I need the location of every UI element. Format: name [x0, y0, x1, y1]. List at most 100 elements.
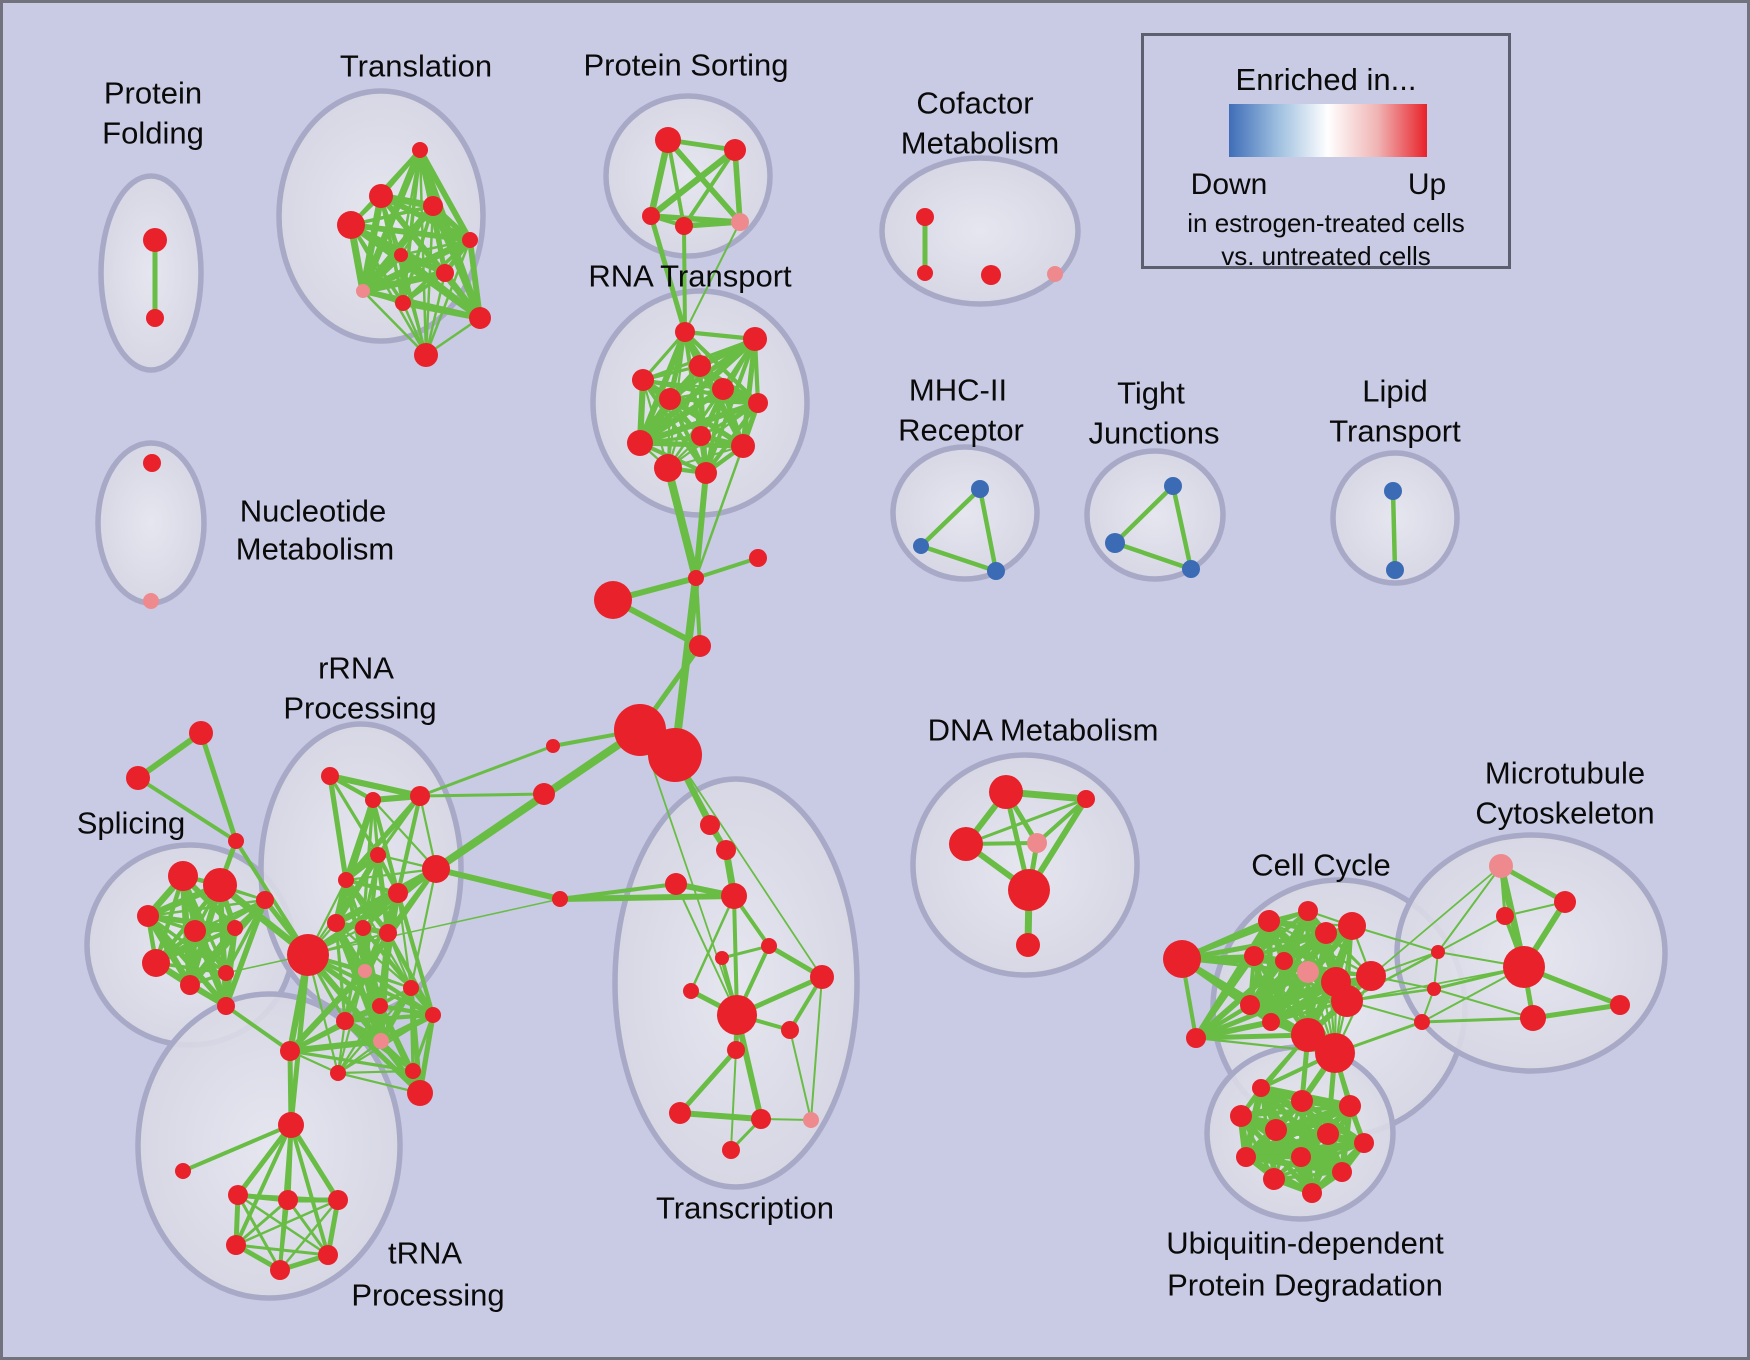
gene-set-node[interactable]: [648, 728, 702, 782]
gene-set-node[interactable]: [743, 327, 767, 351]
gene-set-node[interactable]: [1315, 922, 1337, 944]
gene-set-node[interactable]: [533, 783, 555, 805]
gene-set-node[interactable]: [700, 815, 720, 835]
gene-set-node[interactable]: [278, 1112, 304, 1138]
gene-set-node[interactable]: [1163, 940, 1201, 978]
gene-set-node[interactable]: [338, 872, 354, 888]
gene-set-node[interactable]: [126, 766, 150, 790]
gene-set-node[interactable]: [168, 861, 198, 891]
gene-set-node[interactable]: [1354, 1133, 1374, 1153]
gene-set-node[interactable]: [407, 1080, 433, 1106]
gene-set-node[interactable]: [1016, 933, 1040, 957]
gene-set-node[interactable]: [1339, 1095, 1361, 1117]
gene-set-node[interactable]: [1291, 1090, 1313, 1112]
gene-set-node[interactable]: [1520, 1005, 1546, 1031]
gene-set-node[interactable]: [749, 549, 767, 567]
gene-set-node[interactable]: [1027, 833, 1047, 853]
gene-set-node[interactable]: [1077, 790, 1095, 808]
gene-set-node[interactable]: [256, 891, 274, 909]
gene-set-node[interactable]: [761, 938, 777, 954]
gene-set-node[interactable]: [227, 920, 243, 936]
gene-set-node[interactable]: [226, 1235, 246, 1255]
gene-set-node[interactable]: [1386, 561, 1404, 579]
gene-set-node[interactable]: [180, 975, 200, 995]
gene-set-node[interactable]: [1356, 961, 1386, 991]
gene-set-node[interactable]: [1503, 946, 1545, 988]
gene-set-node[interactable]: [1496, 907, 1514, 925]
gene-set-node[interactable]: [913, 538, 929, 554]
gene-set-node[interactable]: [689, 635, 711, 657]
gene-set-node[interactable]: [280, 1041, 300, 1061]
gene-set-node[interactable]: [917, 265, 933, 281]
gene-set-node[interactable]: [395, 295, 411, 311]
gene-set-node[interactable]: [405, 1063, 421, 1079]
gene-set-node[interactable]: [394, 248, 408, 262]
gene-set-node[interactable]: [552, 891, 568, 907]
gene-set-node[interactable]: [1291, 1147, 1311, 1167]
gene-set-node[interactable]: [655, 127, 681, 153]
gene-set-node[interactable]: [1554, 891, 1576, 913]
gene-set-node[interactable]: [1230, 1105, 1252, 1127]
gene-set-node[interactable]: [751, 1109, 771, 1129]
gene-set-node[interactable]: [1489, 854, 1513, 878]
gene-set-node[interactable]: [370, 847, 386, 863]
gene-set-node[interactable]: [143, 593, 159, 609]
gene-set-node[interactable]: [642, 207, 660, 225]
gene-set-node[interactable]: [695, 462, 717, 484]
gene-set-node[interactable]: [143, 454, 161, 472]
gene-set-node[interactable]: [654, 454, 682, 482]
gene-set-node[interactable]: [287, 934, 329, 976]
gene-set-node[interactable]: [469, 307, 491, 329]
gene-set-node[interactable]: [388, 883, 408, 903]
gene-set-node[interactable]: [1298, 901, 1318, 921]
gene-set-node[interactable]: [669, 1102, 691, 1124]
gene-set-node[interactable]: [327, 914, 345, 932]
gene-set-node[interactable]: [1164, 477, 1182, 495]
gene-set-node[interactable]: [278, 1190, 298, 1210]
gene-set-node[interactable]: [971, 480, 989, 498]
gene-set-node[interactable]: [423, 196, 443, 216]
gene-set-node[interactable]: [203, 868, 237, 902]
gene-set-node[interactable]: [803, 1112, 819, 1128]
gene-set-node[interactable]: [1265, 1119, 1287, 1141]
gene-set-node[interactable]: [372, 998, 388, 1014]
gene-set-node[interactable]: [330, 1065, 346, 1081]
gene-set-node[interactable]: [981, 265, 1001, 285]
gene-set-node[interactable]: [1047, 266, 1063, 282]
gene-set-node[interactable]: [1331, 985, 1363, 1017]
gene-set-node[interactable]: [689, 355, 711, 377]
gene-set-node[interactable]: [1291, 1018, 1325, 1052]
gene-set-node[interactable]: [1431, 945, 1445, 959]
gene-set-node[interactable]: [337, 211, 365, 239]
gene-set-node[interactable]: [218, 965, 234, 981]
gene-set-node[interactable]: [727, 1041, 745, 1059]
gene-set-node[interactable]: [422, 855, 450, 883]
gene-set-node[interactable]: [143, 228, 167, 252]
gene-set-node[interactable]: [412, 142, 428, 158]
gene-set-node[interactable]: [146, 309, 164, 327]
gene-set-node[interactable]: [358, 964, 372, 978]
gene-set-node[interactable]: [949, 827, 983, 861]
gene-set-node[interactable]: [217, 997, 235, 1015]
gene-set-node[interactable]: [270, 1260, 290, 1280]
gene-set-node[interactable]: [675, 217, 693, 235]
gene-set-node[interactable]: [989, 775, 1023, 809]
gene-set-node[interactable]: [436, 264, 454, 282]
gene-set-node[interactable]: [810, 965, 834, 989]
gene-set-node[interactable]: [321, 767, 339, 785]
gene-set-node[interactable]: [712, 378, 734, 400]
gene-set-node[interactable]: [175, 1163, 191, 1179]
gene-set-node[interactable]: [675, 322, 695, 342]
gene-set-node[interactable]: [228, 1185, 248, 1205]
gene-set-node[interactable]: [721, 883, 747, 909]
gene-set-node[interactable]: [1338, 912, 1366, 940]
gene-set-node[interactable]: [683, 983, 699, 999]
gene-set-node[interactable]: [410, 786, 430, 806]
gene-set-node[interactable]: [717, 995, 757, 1035]
gene-set-node[interactable]: [184, 920, 206, 942]
gene-set-node[interactable]: [627, 430, 653, 456]
gene-set-node[interactable]: [1186, 1028, 1206, 1048]
gene-set-node[interactable]: [1262, 1013, 1280, 1031]
gene-set-node[interactable]: [1317, 1123, 1339, 1145]
gene-set-node[interactable]: [1297, 961, 1319, 983]
